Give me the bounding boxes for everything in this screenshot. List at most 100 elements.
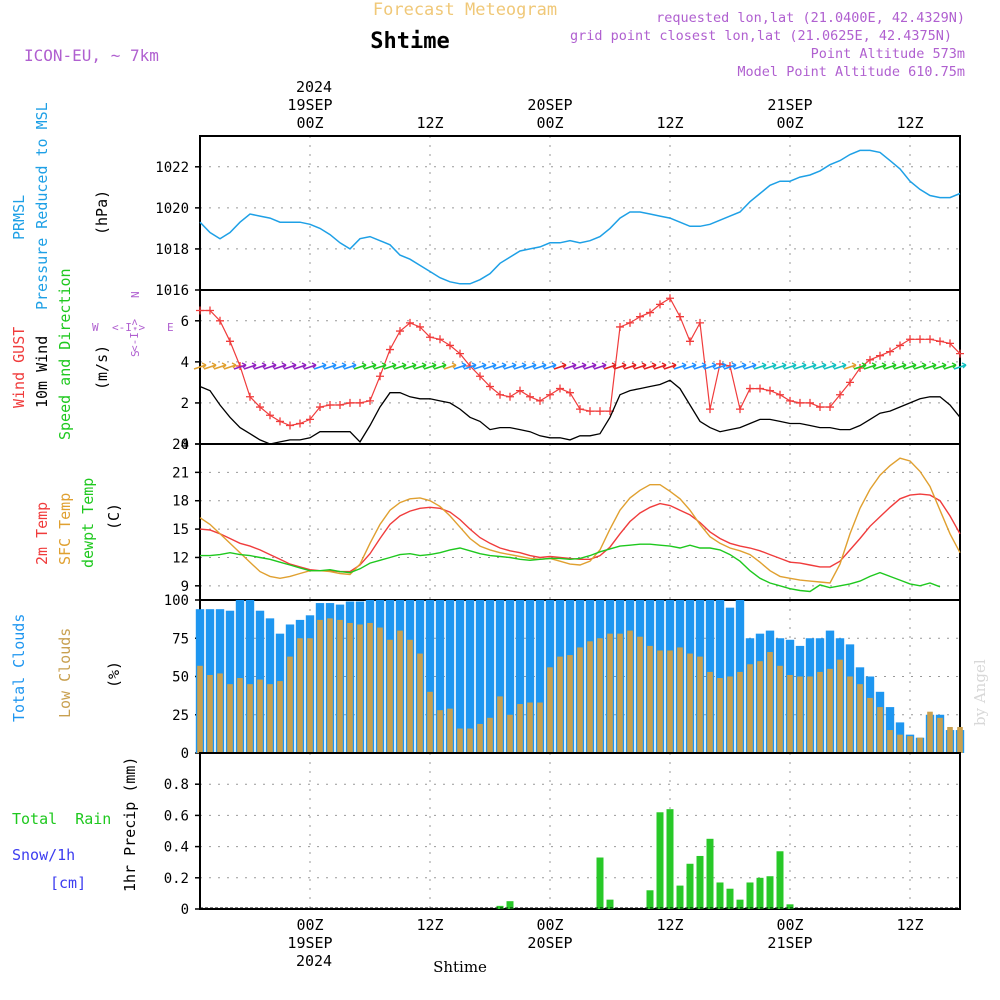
wind-arrow-head — [381, 362, 387, 369]
y-tick-label: 12 — [172, 550, 189, 566]
wind-arrow — [873, 364, 887, 370]
wind-arrow-head — [911, 362, 917, 369]
gust-marker — [356, 398, 364, 407]
low-cloud-bar — [937, 717, 943, 753]
low-cloud-bar — [847, 676, 853, 753]
wind-arrow-head — [571, 362, 577, 369]
low-cloud-bar — [367, 622, 373, 753]
bottom-date-label: 20SEP — [527, 934, 572, 952]
y-tick-label: 0 — [181, 746, 189, 762]
low-cloud-bar — [957, 726, 963, 753]
wind-arrow — [853, 364, 867, 370]
cloud-unit: (%) — [105, 661, 123, 688]
y-tick-label: 18 — [172, 494, 189, 510]
total-cloud-bar — [225, 610, 235, 753]
temperature-panel: 9 12 15 18 21 24 — [172, 437, 961, 601]
gust-marker — [206, 306, 214, 315]
gust-marker — [706, 405, 714, 414]
wind-arrow-head — [781, 362, 787, 369]
wind-arrow — [663, 364, 677, 370]
low-cloud-bar — [647, 645, 653, 753]
gust-marker — [786, 396, 794, 405]
wind-arrow — [343, 364, 357, 370]
wind-arrow-head — [301, 362, 307, 369]
wind-arrow-head — [321, 362, 327, 369]
wind-arrow-head — [331, 362, 337, 369]
low-cloud-bar — [217, 673, 223, 753]
wind-arrow — [773, 364, 787, 370]
model-altitude: Model Point Altitude 610.75m — [737, 64, 965, 80]
low-cloud-bar — [887, 730, 893, 753]
wind-arrow — [673, 364, 687, 370]
rain-bar — [646, 890, 654, 909]
gust-marker — [776, 390, 784, 399]
top-hour-label: 12Z — [656, 114, 683, 132]
low-cloud-bar — [477, 723, 483, 753]
wind-arrow-head — [561, 362, 567, 369]
wind-arrow-head — [451, 362, 457, 369]
total-cloud-bar — [505, 600, 515, 753]
wind-arrow-head — [231, 362, 237, 369]
wind-arrow — [603, 364, 617, 370]
bottom-date-label: 19SEP — [287, 934, 332, 952]
gust-marker — [736, 405, 744, 414]
y-tick-label: 6 — [181, 314, 189, 330]
wind-arrow-head — [961, 362, 967, 369]
gust-marker — [346, 398, 354, 407]
low-cloud-bar — [457, 728, 463, 753]
total-cloud-bar — [445, 600, 455, 753]
top-date-label: 20SEP — [527, 96, 572, 114]
low-cloud-bar — [337, 619, 343, 753]
low-cloud-bar — [767, 652, 773, 753]
gust-label: Wind GUST — [10, 327, 28, 408]
gust-marker — [896, 341, 904, 350]
wind-arrow-head — [601, 362, 607, 369]
total-cloud-bar — [485, 600, 495, 753]
low-cloud-bar — [777, 665, 783, 753]
low-cloud-bar — [607, 633, 613, 753]
wind-arrow — [233, 364, 247, 370]
wind-arrow-head — [831, 362, 837, 369]
gust-marker — [576, 405, 584, 414]
low-cloud-bar — [587, 641, 593, 753]
wind-arrow-head — [431, 362, 437, 369]
wind-arrow-head — [631, 362, 637, 369]
wind-arrow — [263, 364, 277, 370]
wind-arrow-head — [771, 362, 777, 369]
low-cloud-bar — [657, 650, 663, 753]
y-tick-label: 1022 — [155, 160, 189, 176]
gust-marker — [456, 349, 464, 358]
wind-labels: Wind GUST 10m Wind Speed and Direction (… — [10, 268, 174, 440]
low-cloud-bar — [867, 697, 873, 753]
rain-bar — [786, 904, 794, 909]
wind-dir-label: Speed and Direction — [56, 268, 74, 440]
wind-arrow-head — [891, 362, 897, 369]
pressure-unit: (hPa) — [93, 190, 111, 235]
clouds-panel: 0 25 50 75 100 — [164, 593, 965, 762]
y-tick-label: 0.6 — [164, 808, 189, 824]
top-hour-label: 00Z — [776, 114, 803, 132]
wind-arrow-head — [491, 362, 497, 369]
wind-arrow — [883, 364, 897, 370]
gust-marker — [526, 392, 534, 401]
rain-bar — [726, 888, 734, 909]
temperature-labels: 2m Temp SFC Temp dewpt Temp (C) — [33, 478, 123, 568]
y-tick-label: 15 — [172, 522, 189, 538]
wind-arrow — [843, 364, 857, 370]
wind-arrow — [373, 364, 387, 370]
gridpoint-coords: grid point closest lon,lat (21.0625E, 42… — [570, 28, 952, 44]
gust-marker — [566, 388, 574, 397]
wind-arrow-head — [311, 362, 317, 369]
top-date-label: 19SEP — [287, 96, 332, 114]
rain-bar — [776, 851, 784, 909]
low-cloud-bar — [637, 636, 643, 753]
wind-arrow-head — [951, 362, 957, 369]
gust-marker — [746, 384, 754, 393]
low-cloud-bar — [407, 639, 413, 753]
gust-marker — [626, 318, 634, 327]
total-cloud-label: Total Clouds — [10, 614, 28, 722]
precip-axis-label: 1hr Precip (mm) — [121, 757, 139, 892]
